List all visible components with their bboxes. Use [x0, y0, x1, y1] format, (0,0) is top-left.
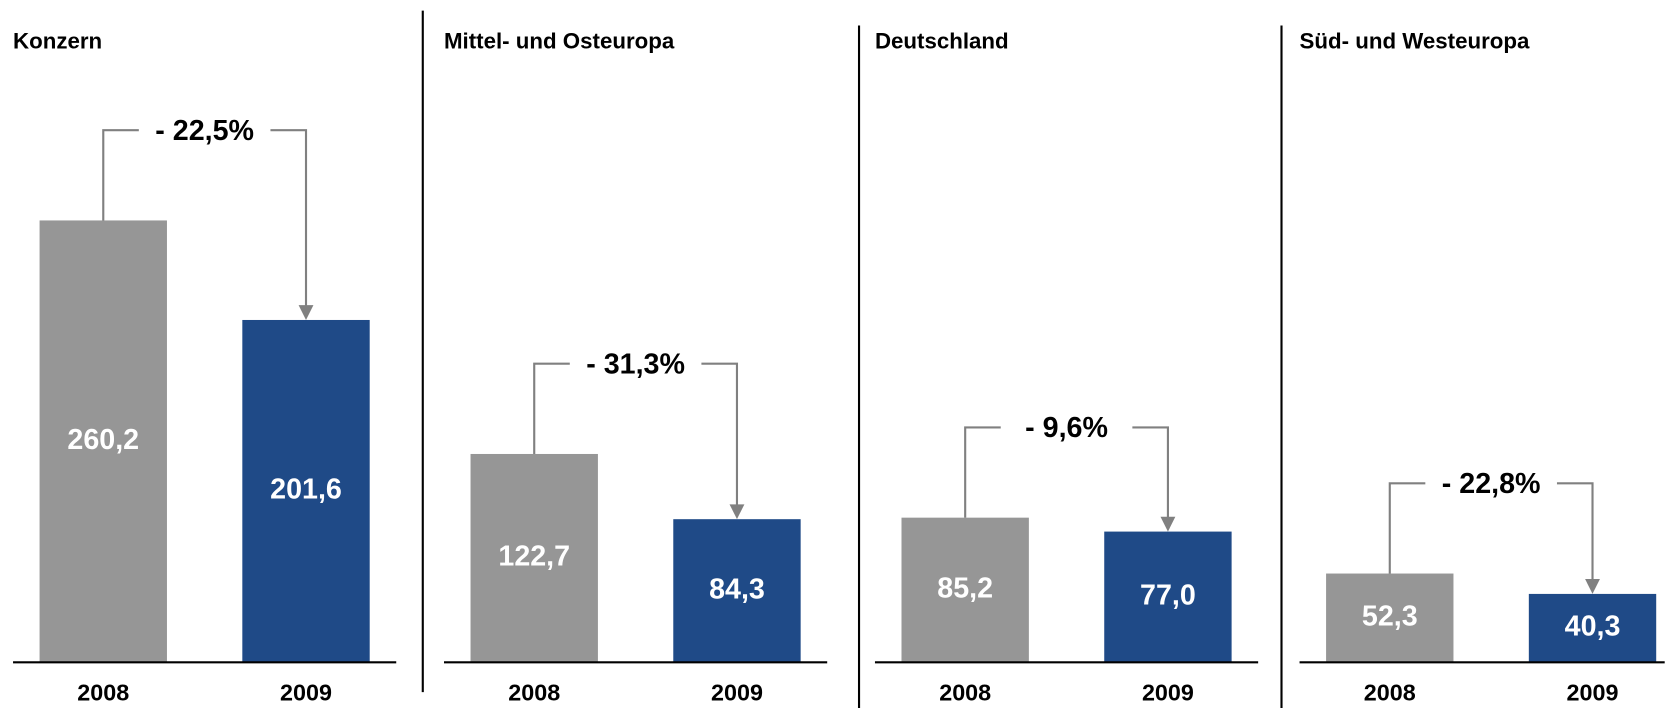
x-tick-label: 2009: [1567, 679, 1619, 705]
value-label: 52,3: [1362, 601, 1418, 633]
x-tick-label: 2009: [280, 679, 332, 705]
x-tick-label: 2009: [711, 679, 763, 705]
bar: [39, 220, 167, 663]
x-tick-label: 2009: [1142, 679, 1194, 705]
bar: [1326, 573, 1454, 663]
bar: [901, 517, 1029, 663]
annotation-bg: [569, 346, 702, 381]
panel-title: Deutschland: [875, 28, 1009, 53]
change-annotation: - 22,5%: [155, 115, 254, 147]
x-tick-label: 2008: [939, 679, 991, 705]
change-annotation: - 22,8%: [1442, 468, 1541, 500]
value-label: 85,2: [937, 573, 993, 605]
x-tick-label: 2008: [508, 679, 560, 705]
bar: [1528, 593, 1657, 663]
bar: [242, 319, 370, 663]
annotation-bg: [1425, 466, 1557, 501]
panel-title: Süd- und Westeuropa: [1300, 28, 1530, 53]
value-label: 122,7: [498, 541, 570, 573]
arrow-head: [729, 504, 745, 520]
x-tick-label: 2008: [1364, 679, 1416, 705]
bar: [673, 519, 801, 663]
value-label: 201,6: [270, 474, 342, 506]
arrow-head: [298, 305, 314, 320]
x-tick-label: 2008: [77, 679, 129, 705]
value-label: 77,0: [1140, 580, 1196, 612]
annotation-bg: [1000, 410, 1133, 445]
arrow-head: [1585, 579, 1600, 594]
annotation-bg: [138, 113, 271, 148]
value-label: 260,2: [67, 424, 139, 456]
change-annotation: - 9,6%: [1025, 412, 1108, 444]
value-label: 40,3: [1565, 611, 1621, 643]
arrow-head: [1160, 516, 1176, 532]
panel-title: Konzern: [13, 28, 102, 53]
change-annotation: - 31,3%: [586, 348, 685, 380]
bar: [470, 453, 598, 663]
panel-title: Mittel- und Osteuropa: [444, 28, 675, 53]
bar: [1104, 531, 1232, 663]
value-label: 84,3: [709, 573, 765, 605]
